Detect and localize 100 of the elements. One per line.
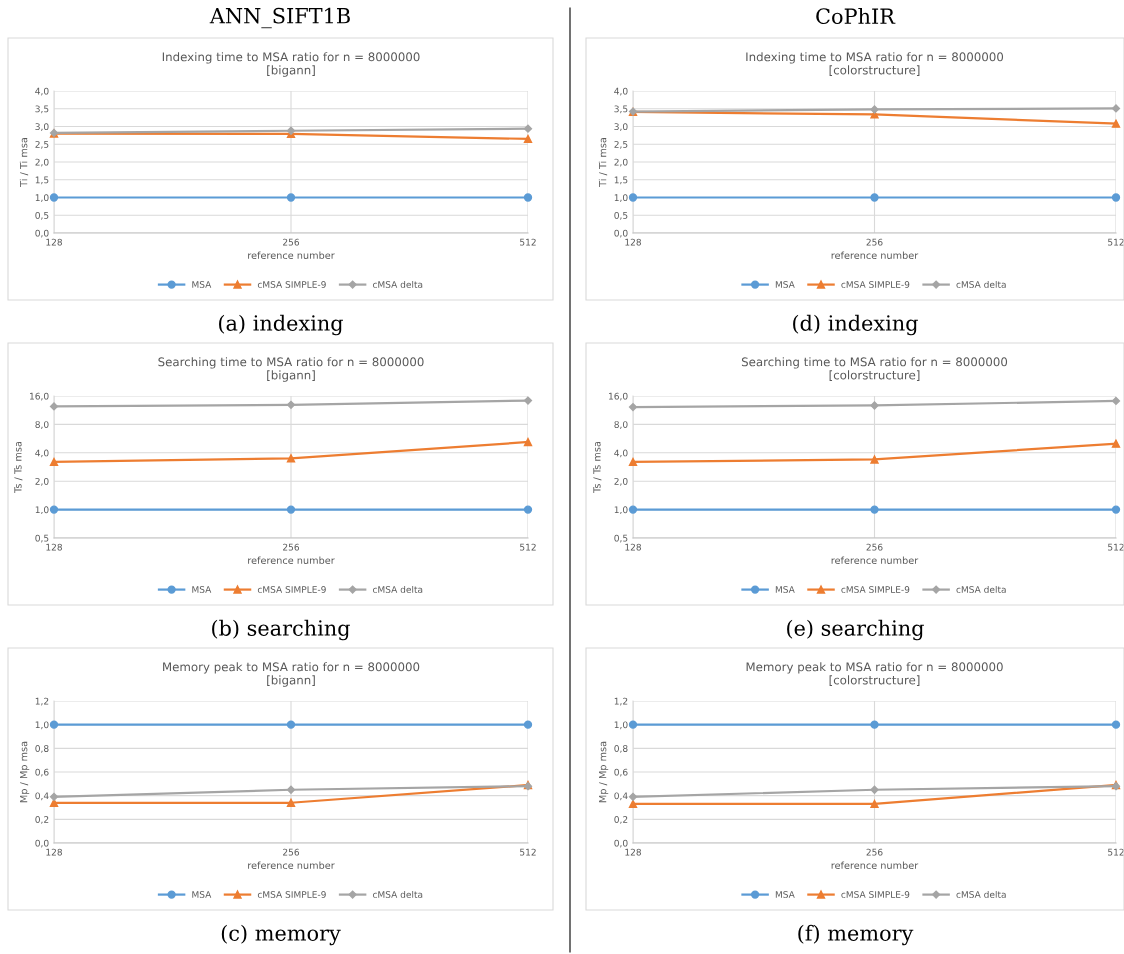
x-tick-label: 512 <box>1108 543 1124 551</box>
x-tick-label: 128 <box>625 543 641 551</box>
x-tick-label: 128 <box>46 543 62 551</box>
text: (d) indexing <box>793 314 918 336</box>
chart-title: Indexing time to MSA ratio for n = 8000000 [colorstructure] <box>746 52 1004 76</box>
x-tick-label: 512 <box>520 543 536 551</box>
y-tick-label: 0,0 <box>35 229 49 238</box>
y-tick-label: 0,4 <box>35 792 49 801</box>
y-tick-label: 0,2 <box>35 816 49 824</box>
legend-label: MSA <box>775 586 795 593</box>
legend-label: cMSA SIMPLE-9 <box>257 281 326 288</box>
y-tick-label: 4,0 <box>614 87 628 96</box>
y-tick-label: 0,5 <box>35 211 49 220</box>
y-tick-label: 1,0 <box>35 721 49 730</box>
y-tick-label: 0,6 <box>614 768 628 777</box>
x-axis-title: reference number <box>831 556 919 564</box>
legend-label: cMSA SIMPLE-9 <box>257 891 326 898</box>
y-tick-label: 3,5 <box>614 105 628 114</box>
text: ANN_SIFT1B <box>209 7 350 29</box>
legend-label: cMSA SIMPLE-9 <box>841 586 910 593</box>
x-tick-label: 512 <box>1108 238 1124 246</box>
chart-title: Memory peak to MSA ratio for n = 8000000 [bigann] <box>163 662 420 687</box>
y-tick-label: 0,4 <box>614 792 628 801</box>
y-tick-label: 1,5 <box>614 176 628 185</box>
x-axis-title: reference number <box>248 251 335 259</box>
y-tick-label: 16,0 <box>609 392 628 401</box>
y-tick-label: 0,0 <box>614 839 628 848</box>
legend-label: MSA <box>192 281 212 288</box>
y-tick-label: 2,0 <box>614 158 628 167</box>
y-tick-label: 1,0 <box>614 194 628 202</box>
y-tick-label: 2,5 <box>35 140 49 149</box>
y-tick-label: 1,2 <box>614 697 628 706</box>
legend-label: cMSA SIMPLE-9 <box>841 891 910 898</box>
legend-label: MSA <box>192 891 212 898</box>
y-tick-label: 1,0 <box>35 194 49 202</box>
y-tick-label: 0,8 <box>614 745 628 753</box>
text: CoPhIR <box>816 7 896 25</box>
y-axis-title: Ts / Ts msa <box>14 441 23 493</box>
chart-title: Searching time to MSA ratio for n = 8000000 [colorstructure] <box>741 357 1008 381</box>
x-tick-label: 256 <box>283 238 300 246</box>
legend-label: MSA <box>775 281 795 288</box>
text: (c) memory <box>221 924 341 946</box>
y-tick-label: 8,0 <box>35 421 49 429</box>
chart-title: Searching time to MSA ratio for n = 8000000 [bigann] <box>158 357 424 382</box>
x-tick-label: 128 <box>625 848 641 856</box>
x-tick-label: 256 <box>866 848 883 856</box>
x-tick-label: 256 <box>866 238 883 246</box>
y-tick-label: 2,5 <box>614 140 628 149</box>
legend-label: cMSA delta <box>956 280 1006 288</box>
legend-label: MSA <box>192 586 212 593</box>
y-tick-label: 0,5 <box>35 534 49 543</box>
chart-title: Indexing time to MSA ratio for n = 8000000 [bigann] <box>162 52 420 77</box>
text: (b) searching <box>212 619 350 641</box>
legend-label: cMSA delta <box>956 890 1006 898</box>
legend-label: cMSA delta <box>956 585 1006 593</box>
x-tick-label: 512 <box>520 238 536 246</box>
y-tick-label: 0,5 <box>614 534 628 543</box>
legend-label: cMSA delta <box>372 280 423 288</box>
y-axis-title: Mp / Mp msa <box>20 741 30 803</box>
y-tick-label: 0,6 <box>35 768 49 777</box>
y-axis-title: Mp / Mp msa <box>599 741 609 803</box>
y-tick-label: 2,0 <box>614 477 628 486</box>
y-tick-label: 1,5 <box>35 176 49 185</box>
y-axis-title: Ti / Ti msa <box>598 138 608 187</box>
x-axis-title: reference number <box>831 861 919 869</box>
x-axis-title: reference number <box>248 861 335 869</box>
y-tick-label: 4,0 <box>35 449 49 458</box>
x-tick-label: 256 <box>866 543 883 551</box>
y-tick-label: 0,0 <box>614 229 628 238</box>
y-tick-label: 1,2 <box>35 697 49 706</box>
x-axis-title: reference number <box>831 251 919 259</box>
x-tick-label: 128 <box>46 848 62 856</box>
x-tick-label: 512 <box>520 848 536 856</box>
x-axis-title: reference number <box>248 556 335 564</box>
y-tick-label: 4,0 <box>35 87 49 96</box>
y-tick-label: 0,5 <box>614 211 628 220</box>
y-tick-label: 16,0 <box>30 392 49 401</box>
legend-label: MSA <box>775 891 795 898</box>
legend-label: cMSA SIMPLE-9 <box>257 586 326 593</box>
legend-label: cMSA delta <box>372 890 423 898</box>
text: (a) indexing <box>219 314 343 336</box>
y-tick-label: 0,2 <box>614 816 628 824</box>
x-tick-label: 128 <box>625 238 641 246</box>
y-tick-label: 8,0 <box>614 421 628 429</box>
y-tick-label: 0,8 <box>35 745 49 753</box>
x-tick-label: 256 <box>283 848 300 856</box>
chart-title: Memory peak to MSA ratio for n = 8000000 [colorstructure] <box>746 662 1003 686</box>
legend-label: cMSA SIMPLE-9 <box>841 281 910 288</box>
x-tick-label: 512 <box>1108 848 1124 856</box>
x-tick-label: 128 <box>46 238 62 246</box>
text: (f) memory <box>798 924 914 946</box>
y-axis-title: Ts / Ts msa <box>593 441 602 493</box>
y-tick-label: 3,0 <box>35 123 49 131</box>
y-tick-label: 3,5 <box>35 105 49 114</box>
y-axis-title: Ti / Ti msa <box>19 138 29 187</box>
y-tick-label: 3,0 <box>614 123 628 131</box>
y-tick-label: 2,0 <box>35 477 49 486</box>
x-tick-label: 256 <box>283 543 300 551</box>
y-tick-label: 0,0 <box>35 839 49 848</box>
y-tick-label: 1,0 <box>614 721 628 730</box>
